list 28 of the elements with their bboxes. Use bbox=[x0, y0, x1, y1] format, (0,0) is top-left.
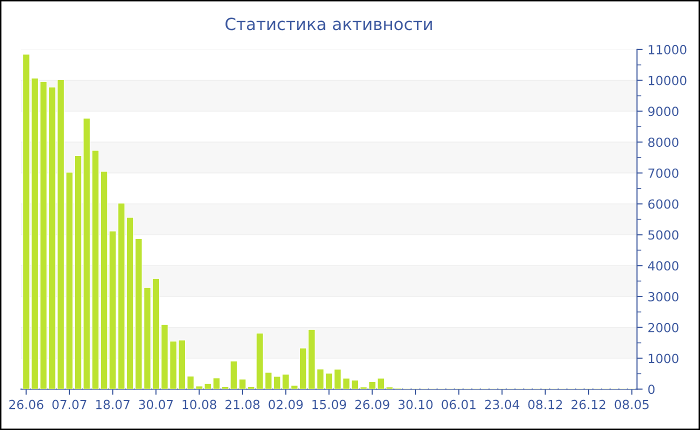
y-tick-label: 7000 bbox=[648, 168, 678, 178]
x-tick-label: 30.10 bbox=[398, 400, 433, 410]
y-tick-label: 6000 bbox=[648, 199, 678, 209]
x-tick-label: 26.12 bbox=[572, 400, 606, 410]
x-tick-label: 08.05 bbox=[614, 400, 649, 410]
y-tick-label: 4000 bbox=[648, 261, 678, 271]
y-tick-label: 5000 bbox=[648, 230, 678, 240]
x-tick-label: 26.06 bbox=[9, 400, 44, 410]
x-tick-label: 06.01 bbox=[442, 400, 476, 410]
y-tick-label: 8000 bbox=[648, 138, 678, 148]
y-tick-label: 9000 bbox=[648, 106, 678, 116]
chart-title: Статистика активности bbox=[226, 18, 432, 30]
y-tick-label: 10000 bbox=[648, 76, 686, 86]
x-tick-label: 15.09 bbox=[312, 400, 346, 410]
y-tick-label: 3000 bbox=[648, 292, 678, 302]
x-tick-label: 07.07 bbox=[52, 400, 86, 410]
y-tick-label: 2000 bbox=[648, 322, 678, 332]
x-tick-label: 30.07 bbox=[139, 400, 173, 410]
x-tick-label: 23.04 bbox=[485, 400, 520, 410]
x-tick-label: 02.09 bbox=[268, 400, 303, 410]
x-tick-label: 10.08 bbox=[182, 400, 216, 410]
y-tick-label: 11000 bbox=[648, 44, 686, 54]
x-tick-label: 18.07 bbox=[96, 400, 130, 410]
x-tick-label: 21.08 bbox=[226, 400, 260, 410]
x-tick-label: 26.09 bbox=[355, 400, 390, 410]
x-tick-label: 08.12 bbox=[528, 400, 562, 410]
y-tick-label: 1000 bbox=[648, 354, 678, 364]
y-tick-label: 0 bbox=[648, 384, 655, 394]
